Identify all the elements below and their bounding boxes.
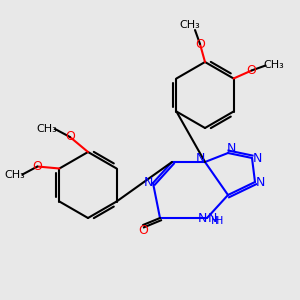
Text: O: O (247, 64, 256, 77)
Text: O: O (138, 224, 148, 236)
Text: H: H (215, 216, 223, 226)
Text: N: N (252, 152, 262, 164)
Text: O: O (195, 38, 205, 50)
Text: N: N (207, 212, 217, 224)
Text: N: N (197, 212, 207, 224)
Text: CH₃: CH₃ (4, 169, 25, 179)
Text: CH₃: CH₃ (37, 124, 57, 134)
Text: O: O (65, 130, 75, 143)
Text: H: H (211, 216, 219, 226)
Text: N: N (255, 176, 265, 188)
Text: N: N (226, 142, 236, 154)
Text: CH₃: CH₃ (263, 61, 284, 70)
Text: CH₃: CH₃ (180, 20, 200, 30)
Text: N: N (143, 176, 153, 190)
Text: O: O (32, 160, 42, 173)
Text: N: N (195, 152, 205, 164)
